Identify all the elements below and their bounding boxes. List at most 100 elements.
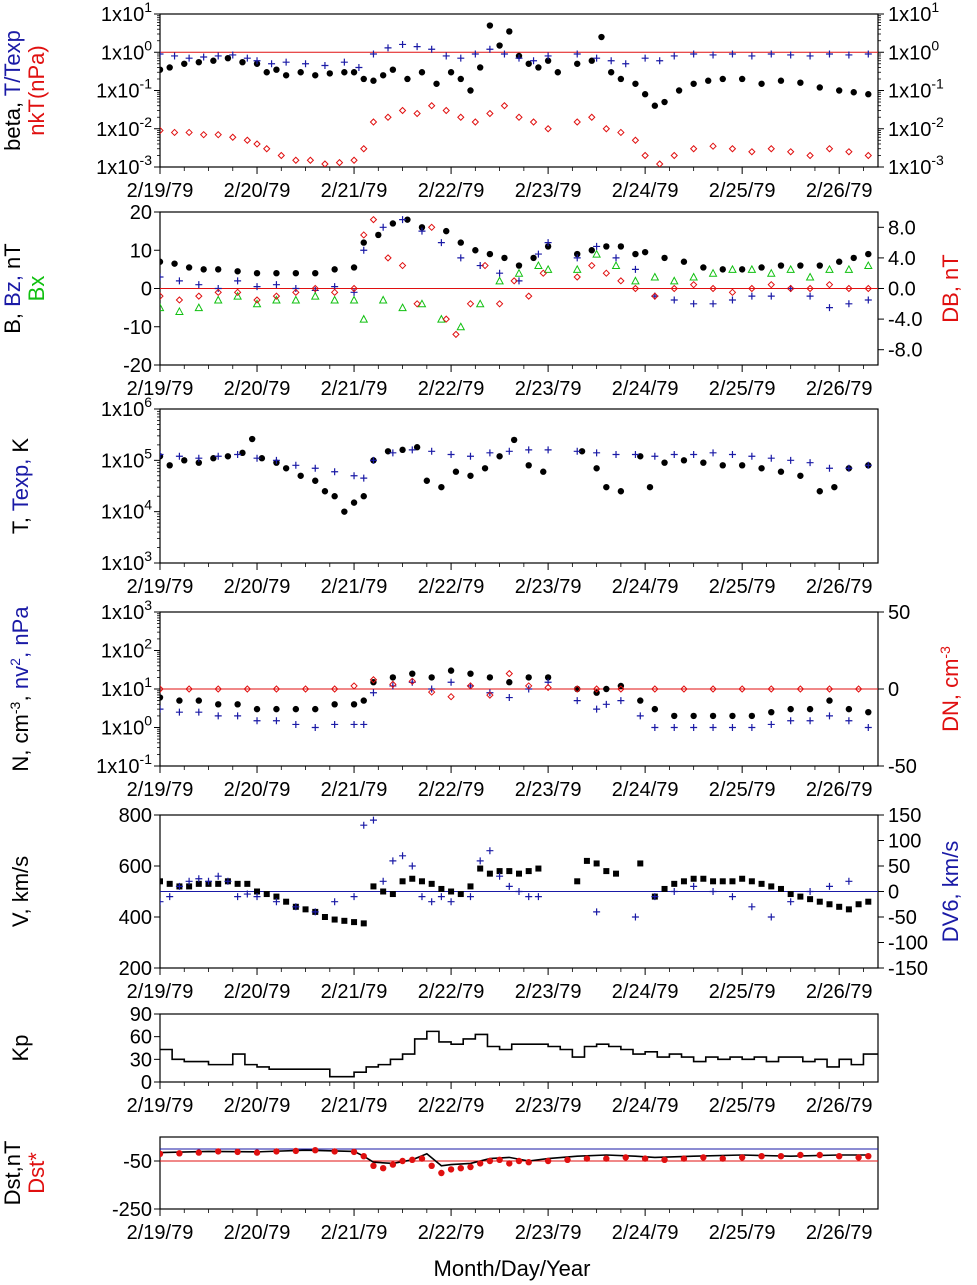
data-point	[617, 75, 625, 83]
y-tick-label: 1x10-1	[96, 751, 152, 778]
data-point	[253, 296, 261, 304]
data-point	[331, 916, 338, 923]
data-point	[758, 80, 765, 87]
data-point	[510, 277, 518, 285]
data-point	[680, 685, 688, 693]
data-point	[427, 223, 436, 232]
x-tick-label: 2/24/79	[612, 1222, 679, 1244]
data-point	[506, 1160, 513, 1167]
data-point	[370, 77, 377, 84]
data-point	[302, 60, 310, 68]
data-point	[389, 857, 397, 865]
data-point	[675, 87, 683, 94]
data-point	[758, 264, 765, 271]
data-point	[670, 296, 678, 304]
x-tick-label: 2/22/79	[418, 378, 485, 400]
data-point	[748, 148, 756, 156]
data-point	[835, 1153, 843, 1160]
data-point	[641, 91, 649, 98]
data-point	[234, 450, 242, 458]
data-point	[457, 254, 465, 262]
data-point	[428, 45, 436, 53]
data-point	[709, 142, 717, 150]
data-point	[636, 712, 644, 720]
data-point	[603, 868, 610, 875]
data-point	[331, 468, 339, 476]
data-point	[476, 857, 484, 865]
y-tick-label: 90	[130, 1004, 152, 1026]
data-point	[379, 1165, 387, 1172]
y-tick-label-right: 0.0	[888, 279, 916, 301]
data-point	[529, 118, 538, 126]
data-point	[297, 472, 304, 479]
data-point	[160, 66, 164, 73]
data-point	[554, 69, 562, 76]
data-point	[583, 857, 590, 864]
data-point	[680, 1155, 688, 1162]
data-point	[655, 160, 664, 167]
data-point	[661, 254, 668, 262]
data-point	[350, 1148, 358, 1156]
data-point	[466, 893, 474, 901]
data-point	[661, 1156, 668, 1164]
data-point	[719, 462, 726, 469]
data-point	[680, 878, 687, 885]
data-point	[384, 254, 392, 262]
data-point	[641, 54, 649, 62]
x-tick-label: 2/19/79	[127, 180, 194, 202]
data-point	[767, 454, 775, 462]
data-point	[215, 701, 222, 708]
data-point	[787, 705, 794, 713]
data-point	[350, 893, 358, 901]
data-point	[777, 77, 785, 84]
y-tick-label: 200	[119, 958, 152, 980]
data-point	[525, 1159, 532, 1166]
data-point	[534, 250, 542, 258]
data-point	[690, 300, 698, 308]
data-point	[350, 156, 358, 164]
data-point	[292, 156, 300, 164]
data-point	[466, 300, 475, 308]
data-point	[825, 304, 833, 312]
data-point	[729, 712, 736, 720]
data-point	[181, 457, 188, 464]
data-point	[379, 877, 387, 885]
data-point	[845, 464, 853, 472]
data-point	[389, 1161, 397, 1168]
data-point	[312, 705, 319, 713]
data-point	[447, 1166, 455, 1173]
data-point	[195, 292, 203, 300]
data-point	[384, 113, 392, 121]
data-point	[495, 276, 504, 285]
y-tick-label: 10	[130, 240, 152, 262]
data-point	[389, 674, 397, 681]
data-point	[516, 870, 522, 877]
data-point	[170, 128, 179, 137]
data-point	[292, 1147, 300, 1155]
data-point	[409, 1156, 416, 1164]
y-tick-label: 1x10-3	[96, 152, 152, 179]
data-point	[199, 130, 208, 139]
data-point	[369, 456, 377, 464]
series-N-1	[160, 678, 872, 731]
data-point	[214, 872, 222, 880]
data-point	[495, 300, 504, 308]
data-point	[214, 288, 222, 297]
y-tick-label-right: 1x10-1	[888, 76, 944, 103]
data-point	[709, 712, 717, 720]
data-point	[263, 69, 270, 76]
data-point	[214, 130, 222, 139]
data-point	[865, 898, 872, 905]
data-point	[399, 852, 407, 860]
data-point	[311, 464, 319, 472]
data-point	[796, 685, 805, 693]
data-point	[273, 893, 280, 900]
x-tick-label: 2/21/79	[321, 981, 388, 1003]
data-point	[705, 77, 712, 84]
data-point	[836, 903, 843, 910]
data-point	[515, 54, 523, 62]
x-tick-label: 2/20/79	[224, 576, 291, 598]
data-point	[477, 865, 484, 872]
data-point	[326, 70, 333, 77]
data-point	[807, 896, 814, 903]
